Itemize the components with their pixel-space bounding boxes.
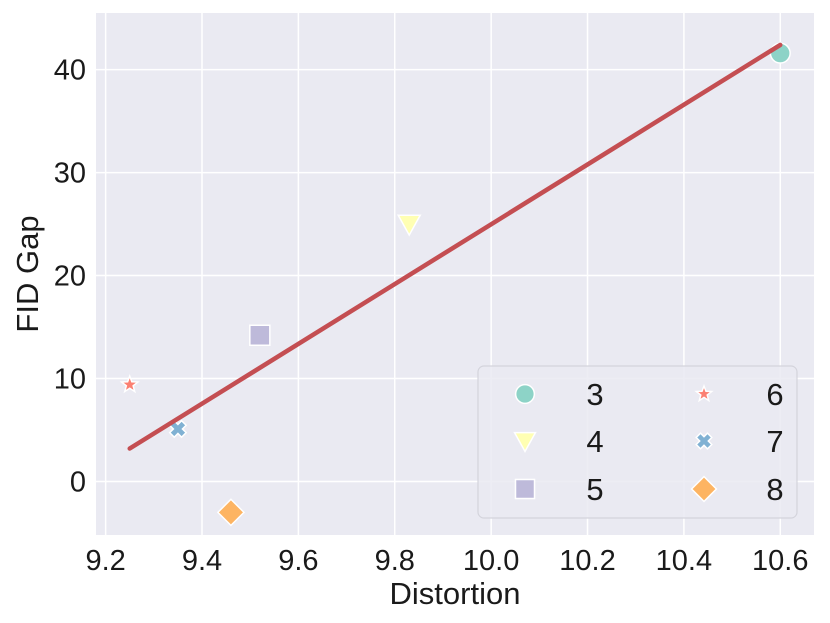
legend-item: 6 [694,377,784,412]
x-tick-label: 9.4 [182,545,222,577]
legend-item: 3 [514,377,604,412]
fit-line [127,42,783,451]
x-tick-label: 10.6 [752,545,808,577]
y-tick-label: 20 [54,261,86,293]
x-tick-label: 9.8 [375,545,415,577]
y-tick-label: 30 [54,158,86,190]
legend-marker [690,475,718,503]
data-point-4 [396,214,422,237]
x-tick-label: 10.2 [559,545,615,577]
legend-label: 5 [586,472,603,507]
y-tick-label: 10 [54,364,86,396]
data-point-8 [216,498,246,527]
legend-item: 5 [514,472,604,507]
legend-marker [695,432,713,450]
legend-marker [513,431,537,453]
legend-label: 7 [766,424,783,459]
x-tick-label: 10.0 [463,545,519,577]
legend-label: 6 [766,377,783,412]
x-axis-label: Distortion [390,576,521,611]
y-tick-label: 40 [54,55,86,87]
data-point-5 [249,324,271,347]
legend-box [477,365,798,519]
y-axis-label: FID Gap [10,215,45,332]
legend-marker [514,478,536,500]
legend-label: 3 [586,377,603,412]
x-tick-label: 10.4 [656,545,712,577]
data-point-6 [119,374,140,394]
x-tick-label: 9.6 [278,545,318,577]
legend-item: 4 [513,424,604,459]
legend-item: 7 [695,424,784,459]
legend-label: 8 [766,472,783,507]
legend-item: 8 [690,472,784,507]
legend-label: 4 [586,424,603,459]
legend: 3 4 5 6 7 8 [477,365,798,519]
legend-marker [694,383,714,403]
legend-marker [514,383,536,405]
x-tick-label: 9.2 [85,545,125,577]
y-tick-label: 0 [70,466,86,498]
